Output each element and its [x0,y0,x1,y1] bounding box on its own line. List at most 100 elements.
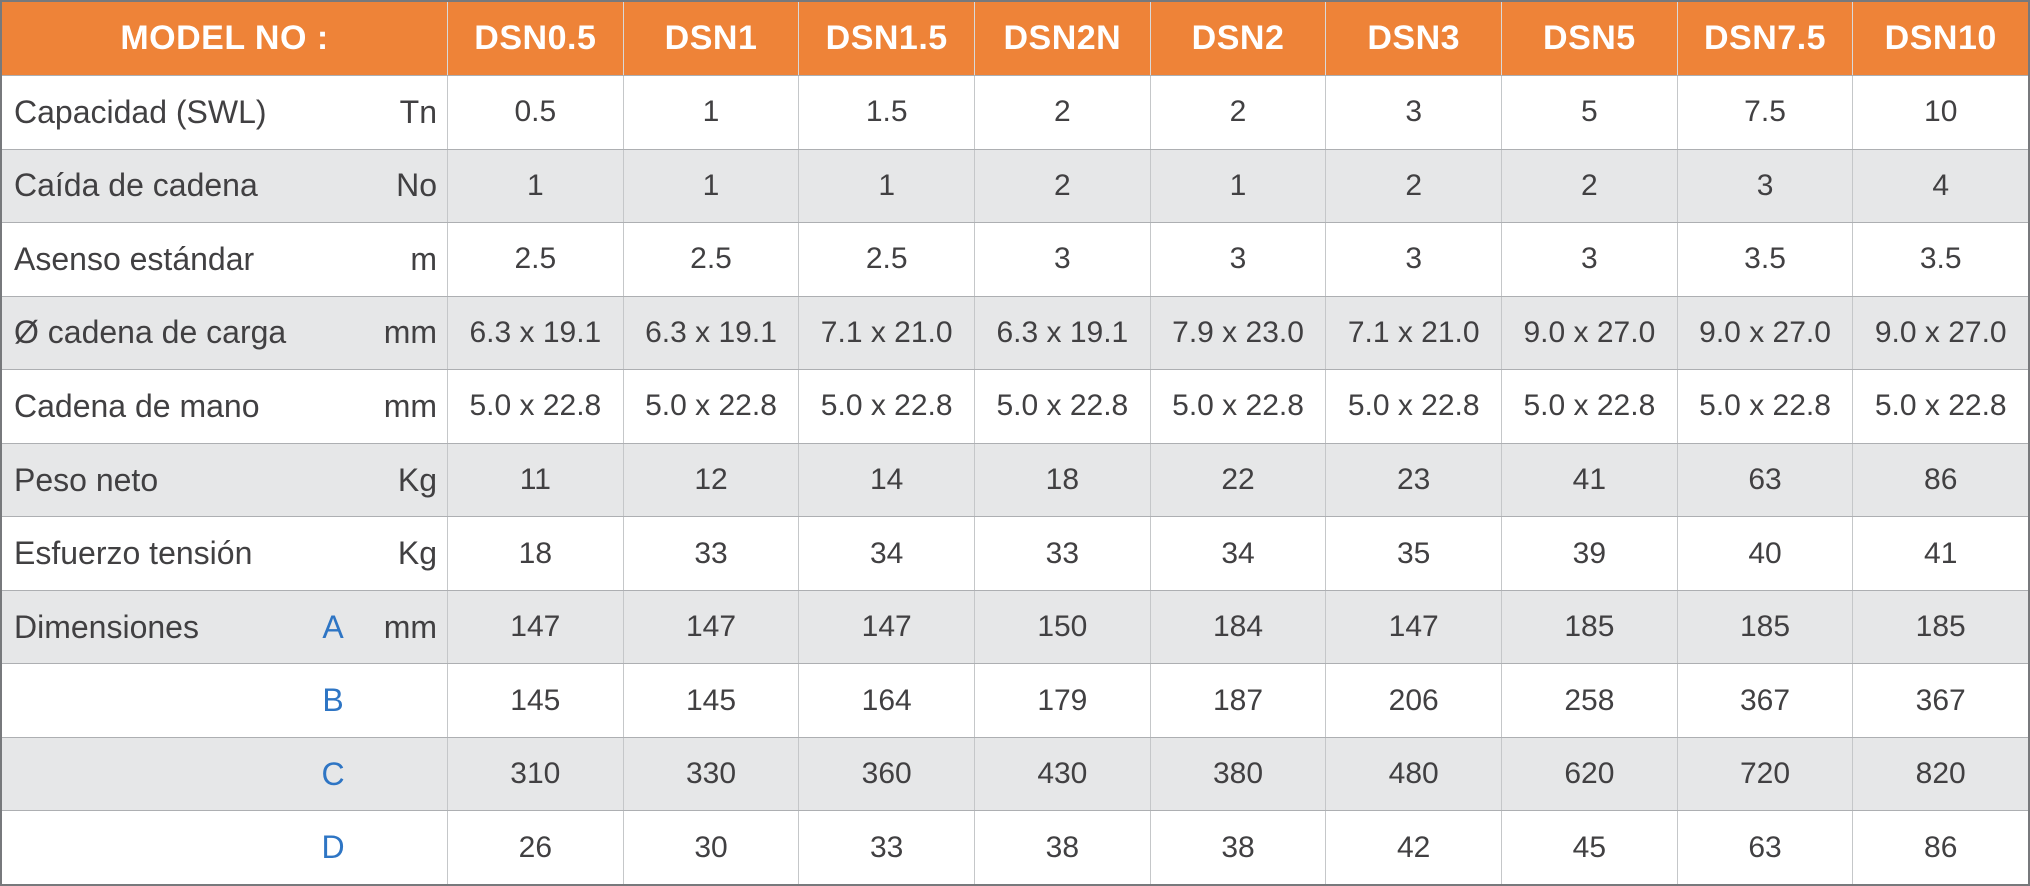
value-asenso-estandar-dsn5: 3 [1501,223,1677,296]
value-capacidad-swl-dsn3: 3 [1325,76,1501,149]
value-asenso-estandar-dsn1.5: 2.5 [798,223,974,296]
value-capacidad-swl-dsn2: 2 [1149,76,1326,149]
value-dimension-c-dsn3: 480 [1325,737,1501,811]
value-esfuerzo-tension-dsn5: 39 [1501,517,1677,590]
row-capacidad-swl: Capacidad (SWL) Tn 0.5 1 1.5 2 2 3 5 7.5 10 [2,75,2028,149]
spec-name: Esfuerzo tensión [14,535,253,572]
value-cadena-de-mano-dsn2: 5.0 x 22.8 [1149,370,1326,443]
value-caida-de-cadena-dsn1: 1 [622,149,799,223]
value-cadena-de-carga-dsn1: 6.3 x 19.1 [622,296,799,370]
model-header-dsn7.5: DSN7.5 [1676,2,1853,75]
value-dimension-c-dsn10: 820 [1852,737,2028,811]
value-dimension-b-dsn7.5: 367 [1676,664,1853,737]
value-capacidad-swl-dsn5: 5 [1501,76,1677,149]
value-dimension-b-dsn1: 145 [622,664,799,737]
value-dimension-c-dsn1: 330 [622,737,799,811]
value-asenso-estandar-dsn7.5: 3.5 [1676,223,1853,296]
model-header-dsn1.5: DSN1.5 [798,2,974,75]
value-cadena-de-carga-dsn5: 9.0 x 27.0 [1501,296,1677,370]
value-dimension-d-dsn1.5: 33 [798,811,974,884]
value-cadena-de-mano-dsn1: 5.0 x 22.8 [622,370,799,443]
spec-unit: mm [383,314,437,351]
value-asenso-estandar-dsn2n: 3 [974,223,1150,296]
value-dimension-a-dsn3: 147 [1325,590,1501,664]
value-caida-de-cadena-dsn10: 4 [1852,149,2028,223]
value-dimension-c-dsn1.5: 360 [798,737,974,811]
value-caida-de-cadena-dsn3: 2 [1325,149,1501,223]
spec-name: Caída de cadena [14,167,258,204]
value-cadena-de-mano-dsn7.5: 5.0 x 22.8 [1676,370,1853,443]
value-cadena-de-carga-dsn3: 7.1 x 21.0 [1325,296,1501,370]
value-cadena-de-carga-dsn10: 9.0 x 27.0 [1852,296,2028,370]
value-capacidad-swl-dsn10: 10 [1852,76,2028,149]
row-dimension-c: C 310 330 360 430 380 480 620 720 820 [2,736,2028,811]
value-dimension-a-dsn1.5: 147 [798,590,974,664]
dimension-letter: C [321,755,345,792]
value-esfuerzo-tension-dsn1: 33 [622,517,799,590]
spec-unit: mm [383,608,437,645]
value-esfuerzo-tension-dsn0.5: 18 [447,517,623,590]
value-dimension-d-dsn2: 38 [1149,811,1326,884]
row-caida-de-cadena: Caída de cadena No 1 1 1 2 1 2 2 3 4 [2,148,2028,223]
spec-name: Cadena de mano [14,387,260,424]
value-caida-de-cadena-dsn0.5: 1 [447,149,623,223]
value-dimension-b-dsn3: 206 [1325,664,1501,737]
value-peso-neto-dsn5: 41 [1501,443,1677,517]
value-dimension-d-dsn7.5: 63 [1676,811,1853,884]
value-dimension-a-dsn1: 147 [622,590,799,664]
value-esfuerzo-tension-dsn2n: 33 [974,517,1150,590]
value-asenso-estandar-dsn10: 3.5 [1852,223,2028,296]
spec-name: Peso neto [14,461,159,498]
value-cadena-de-mano-dsn2n: 5.0 x 22.8 [974,370,1150,443]
model-header-dsn0.5: DSN0.5 [447,2,623,75]
spec-name: Ø cadena de carga [14,314,287,351]
model-header-dsn2: DSN2 [1149,2,1326,75]
value-cadena-de-carga-dsn1.5: 7.1 x 21.0 [798,296,974,370]
row-label-asenso-estandar: Asenso estándar m [2,223,447,296]
row-dimension-b: B 145 145 164 179 187 206 258 367 367 [2,663,2028,737]
value-peso-neto-dsn3: 23 [1325,443,1501,517]
value-peso-neto-dsn2n: 18 [974,443,1150,517]
value-capacidad-swl-dsn0.5: 0.5 [447,76,623,149]
value-dimension-c-dsn2n: 430 [974,737,1150,811]
table-header-row: MODEL NO : DSN0.5 DSN1 DSN1.5 DSN2N DSN2 DSN3… [2,2,2028,75]
value-caida-de-cadena-dsn5: 2 [1501,149,1677,223]
value-dimension-b-dsn2n: 179 [974,664,1150,737]
value-dimension-d-dsn5: 45 [1501,811,1677,884]
value-dimension-d-dsn2n: 38 [974,811,1150,884]
value-dimension-d-dsn0.5: 26 [447,811,623,884]
value-dimension-c-dsn0.5: 310 [447,737,623,811]
spec-unit: Kg [397,535,437,572]
value-peso-neto-dsn7.5: 63 [1676,443,1853,517]
model-header-dsn2n: DSN2N [974,2,1150,75]
spec-name: Asenso estándar [14,240,255,277]
value-dimension-a-dsn10: 185 [1852,590,2028,664]
value-dimension-a-dsn2n: 150 [974,590,1150,664]
value-caida-de-cadena-dsn7.5: 3 [1676,149,1853,223]
value-caida-de-cadena-dsn1.5: 1 [798,149,974,223]
row-label-dimension-d: D [2,811,447,884]
value-esfuerzo-tension-dsn7.5: 40 [1676,517,1853,590]
row-asenso-estandar: Asenso estándar m 2.5 2.5 2.5 3 3 3 3 3.5 3.5 [2,222,2028,296]
value-asenso-estandar-dsn0.5: 2.5 [447,223,623,296]
model-header-dsn5: DSN5 [1501,2,1677,75]
dimension-letter: B [322,682,344,719]
dimension-letter: A [322,608,344,645]
value-capacidad-swl-dsn7.5: 7.5 [1676,76,1853,149]
spec-unit: mm [383,387,437,424]
value-dimension-a-dsn7.5: 185 [1676,590,1853,664]
value-dimension-c-dsn7.5: 720 [1676,737,1853,811]
model-no-header-cell: MODEL NO : [120,19,329,57]
row-label-peso-neto: Peso neto Kg [2,444,447,517]
value-cadena-de-carga-dsn0.5: 6.3 x 19.1 [447,296,623,370]
row-label-dimension-b: B [2,664,447,737]
value-cadena-de-mano-dsn10: 5.0 x 22.8 [1852,370,2028,443]
dimension-letter: D [321,829,345,866]
table-body: Capacidad (SWL) Tn 0.5 1 1.5 2 2 3 5 7.5 10 Caída d… [2,75,2028,884]
value-caida-de-cadena-dsn2: 1 [1149,149,1326,223]
row-label-cadena-de-mano: Cadena de mano mm [2,370,447,443]
row-dimension-d: D 26 30 33 38 38 42 45 63 86 [2,810,2028,884]
value-caida-de-cadena-dsn2n: 2 [974,149,1150,223]
